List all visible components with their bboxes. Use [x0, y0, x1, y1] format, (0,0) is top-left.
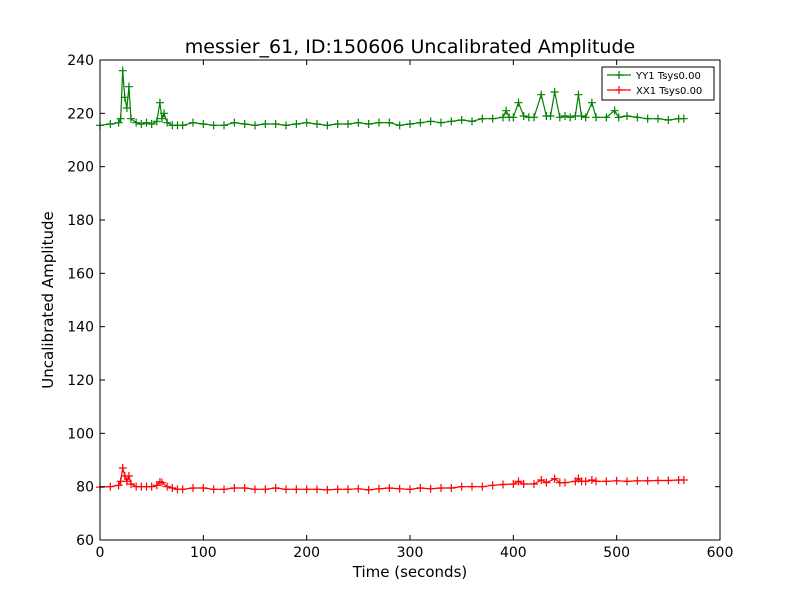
x-tick-label: 300 [397, 545, 424, 561]
y-axis-label: Uncalibrated Amplitude [39, 211, 57, 388]
x-axis-label: Time (seconds) [352, 563, 468, 581]
legend-label-0: YY1 Tsys0.00 [635, 71, 701, 82]
y-tick-label: 220 [67, 106, 94, 122]
y-tick-label: 160 [67, 266, 94, 282]
y-tick-label: 80 [76, 480, 94, 496]
y-tick-label: 200 [67, 160, 94, 176]
x-tick-label: 200 [293, 545, 320, 561]
y-tick-label: 60 [76, 533, 94, 549]
x-tick-label: 100 [190, 545, 217, 561]
legend-label-1: XX1 Tsys0.00 [636, 86, 702, 97]
y-tick-label: 120 [67, 373, 94, 389]
y-tick-label: 100 [67, 426, 94, 442]
y-tick-label: 180 [67, 213, 94, 229]
x-tick-label: 0 [96, 545, 105, 561]
x-tick-label: 600 [707, 545, 734, 561]
x-tick-label: 400 [500, 545, 527, 561]
legend: YY1 Tsys0.00 XX1 Tsys0.00 [602, 67, 714, 100]
x-tick-label: 500 [603, 545, 630, 561]
y-tick-label: 240 [67, 53, 94, 69]
y-tick-label: 140 [67, 320, 94, 336]
chart-title: messier_61, ID:150606 Uncalibrated Ampli… [185, 36, 635, 58]
